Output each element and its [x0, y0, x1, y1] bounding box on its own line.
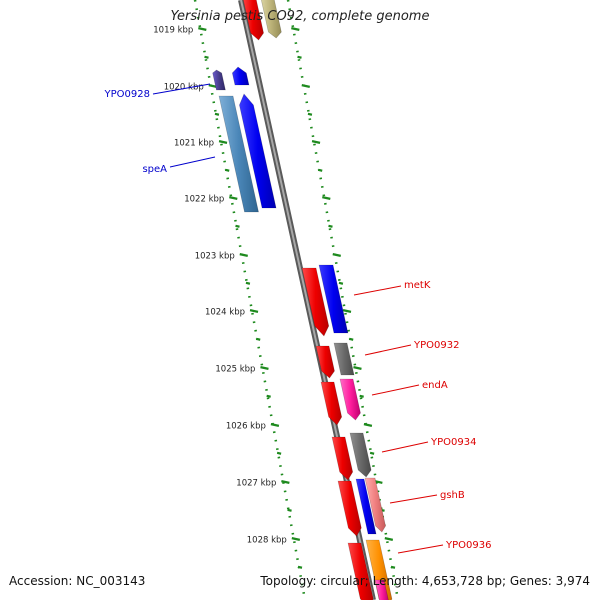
ruler-major-tick [342, 309, 352, 313]
ruler-major-tick [291, 537, 301, 541]
ruler-minor-tick [390, 565, 396, 569]
ruler-major-tick [332, 253, 341, 257]
red-gene-arrow[interactable] [320, 381, 343, 426]
ruler: 1019 kbp 1020 kbp 1021 kbp 1022 kbp 1023 kbp… [153, 26, 396, 569]
ruler-minor-tick [369, 451, 375, 455]
gene-label-ypo0932[interactable]: YPO0932 [413, 340, 459, 351]
red-gene-arrow[interactable] [242, 0, 264, 41]
ruler-major-tick [291, 27, 300, 31]
blue-gene-arrow[interactable] [231, 66, 250, 86]
ruler-label: 1022 kbp [184, 195, 224, 205]
ruler-minor-tick [317, 168, 323, 172]
gene-leader-line [152, 83, 211, 95]
ruler-minor-tick [245, 281, 251, 285]
red-gene-arrow[interactable] [331, 436, 354, 481]
ruler-major-tick [363, 423, 373, 427]
red-gene-arrow[interactable] [337, 480, 362, 537]
salmon-gene-arrow[interactable] [364, 477, 386, 533]
gene-leader-line [353, 285, 402, 296]
ruler-label: 1025 kbp [215, 365, 255, 375]
red-gene-arrow[interactable] [347, 542, 374, 600]
ruler-major-tick [198, 27, 207, 31]
ruler-minor-tick [297, 55, 302, 59]
ruler-minor-tick [255, 337, 261, 341]
gene-leader-line [397, 544, 444, 554]
gene-label-ypo0936[interactable]: YPO0936 [445, 540, 491, 551]
accession-text: Accession: NC_003143 [9, 574, 146, 588]
gene-label-ypo0928[interactable]: YPO0928 [104, 89, 150, 100]
ruler-major-tick [301, 84, 311, 88]
blue-gene-arrow[interactable] [318, 264, 349, 334]
purple-gene-arrow[interactable] [212, 69, 226, 91]
ruler-major-tick [249, 309, 259, 313]
gene-features [212, 0, 393, 600]
blue-gene-arrow[interactable] [239, 93, 277, 209]
grey-gene-arrow[interactable] [333, 342, 355, 376]
gene-label-gshb[interactable]: gshB [440, 490, 465, 501]
ruler-minor-tick [359, 394, 364, 398]
gene-leader-line [389, 494, 438, 504]
ruler-major-tick [218, 140, 228, 144]
ruler-major-tick [281, 480, 290, 484]
ruler-major-tick [384, 537, 394, 541]
ruler-label: 1024 kbp [205, 308, 245, 318]
ruler-major-tick [270, 423, 280, 427]
gene-leader-line [371, 384, 420, 396]
genome-summary-text: Topology: circular; Length: 4,653,728 bp… [260, 574, 590, 588]
ruler-major-tick [322, 196, 331, 200]
ruler-minor-tick [287, 508, 292, 512]
ruler-minor-tick [338, 281, 344, 285]
ruler-minor-tick [204, 55, 209, 59]
ruler-major-tick [208, 84, 218, 88]
ruler-label: 1023 kbp [195, 252, 235, 262]
gene-leader-line [381, 441, 429, 453]
ruler-label: 1019 kbp [153, 26, 193, 36]
ruler-minor-tick [348, 337, 354, 341]
grey-gene-arrow[interactable] [349, 432, 372, 478]
ruler-label: 1020 kbp [164, 83, 204, 93]
red-gene-arrow[interactable] [315, 345, 335, 379]
ruler-major-tick [229, 196, 238, 200]
left-ruler-track [193, 0, 307, 600]
ruler-label: 1027 kbp [236, 479, 276, 489]
gene-label-ypo0934[interactable]: YPO0934 [430, 437, 476, 448]
khaki-gene-arrow[interactable] [260, 0, 282, 39]
steel-gene-arrow[interactable] [218, 95, 259, 213]
gene-label-metk[interactable]: metK [404, 280, 431, 291]
ruler-major-tick [260, 366, 269, 370]
gene-labels: YPO0928 speA metK YPO0932 endA YPO0934 gshB YPO… [104, 83, 491, 554]
ruler-minor-tick [276, 451, 282, 455]
pink-gene-arrow[interactable] [339, 378, 361, 421]
gene-label-spea[interactable]: speA [142, 164, 167, 175]
ruler-minor-tick [266, 394, 271, 398]
ruler-major-tick [311, 140, 321, 144]
ruler-major-tick [239, 253, 248, 257]
ruler-minor-tick [214, 112, 220, 116]
blue-gene-arrow[interactable] [355, 478, 377, 535]
gene-leader-line [169, 156, 216, 168]
ruler-minor-tick [328, 224, 333, 228]
page-title: Yersinia pestis CO92, complete genome [170, 9, 430, 24]
ruler-major-tick [353, 366, 362, 370]
red-gene-arrow[interactable] [301, 267, 330, 337]
ruler-label: 1028 kbp [247, 536, 287, 546]
orange-gene-arrow[interactable] [365, 539, 393, 600]
ruler-label: 1021 kbp [174, 139, 214, 149]
gene-label-enda[interactable]: endA [422, 380, 448, 391]
ruler-label: 1026 kbp [226, 422, 266, 432]
pink-gene-arrow[interactable] [374, 579, 389, 600]
ruler-minor-tick [235, 224, 240, 228]
ruler-minor-tick [307, 112, 313, 116]
gene-leader-line [364, 344, 412, 356]
ruler-minor-tick [297, 565, 303, 569]
ruler-minor-tick [224, 168, 230, 172]
